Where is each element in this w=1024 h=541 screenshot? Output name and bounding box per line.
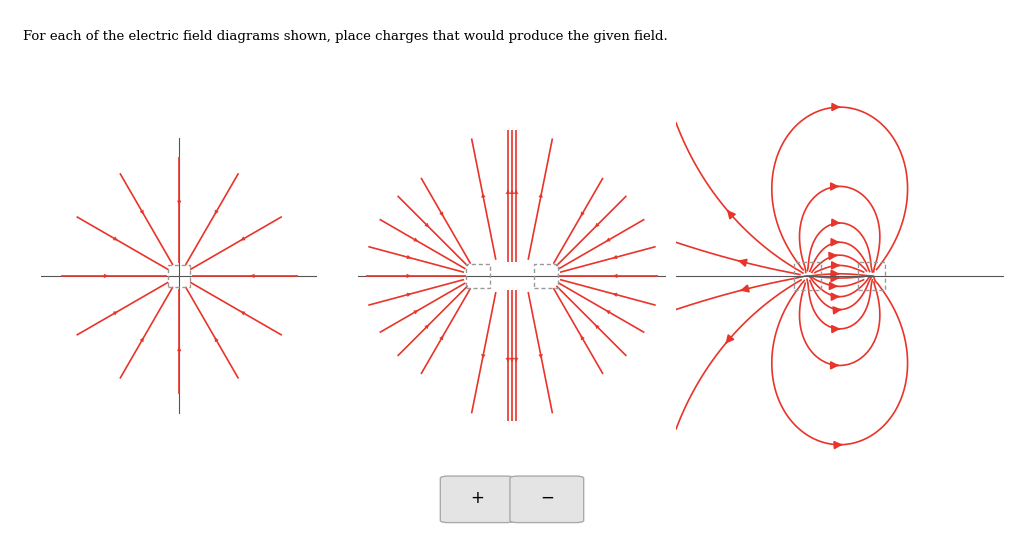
FancyArrowPatch shape: [831, 293, 839, 300]
FancyArrowPatch shape: [740, 285, 749, 292]
FancyBboxPatch shape: [440, 476, 514, 523]
Bar: [795, 262, 821, 289]
FancyArrowPatch shape: [834, 307, 841, 314]
Bar: [168, 265, 190, 287]
FancyBboxPatch shape: [510, 476, 584, 523]
FancyArrowPatch shape: [738, 260, 746, 266]
Bar: [466, 264, 489, 288]
FancyArrowPatch shape: [830, 362, 839, 368]
FancyArrowPatch shape: [831, 275, 839, 281]
FancyArrowPatch shape: [830, 183, 839, 190]
FancyArrowPatch shape: [728, 210, 735, 219]
FancyArrowPatch shape: [726, 335, 733, 343]
FancyArrowPatch shape: [829, 253, 837, 259]
FancyArrowPatch shape: [829, 282, 838, 289]
FancyArrowPatch shape: [831, 326, 840, 332]
FancyArrowPatch shape: [831, 270, 839, 277]
FancyArrowPatch shape: [831, 220, 840, 226]
Bar: [858, 262, 885, 289]
FancyArrowPatch shape: [833, 104, 840, 110]
Text: +: +: [470, 489, 484, 507]
Text: Answer Bank: Answer Bank: [466, 441, 558, 454]
Text: −: −: [540, 489, 554, 507]
Bar: [535, 264, 558, 288]
FancyArrowPatch shape: [831, 239, 839, 246]
Text: For each of the electric field diagrams shown, place charges that would produce : For each of the electric field diagrams …: [23, 30, 668, 43]
FancyArrowPatch shape: [835, 442, 842, 448]
FancyArrowPatch shape: [831, 262, 840, 269]
